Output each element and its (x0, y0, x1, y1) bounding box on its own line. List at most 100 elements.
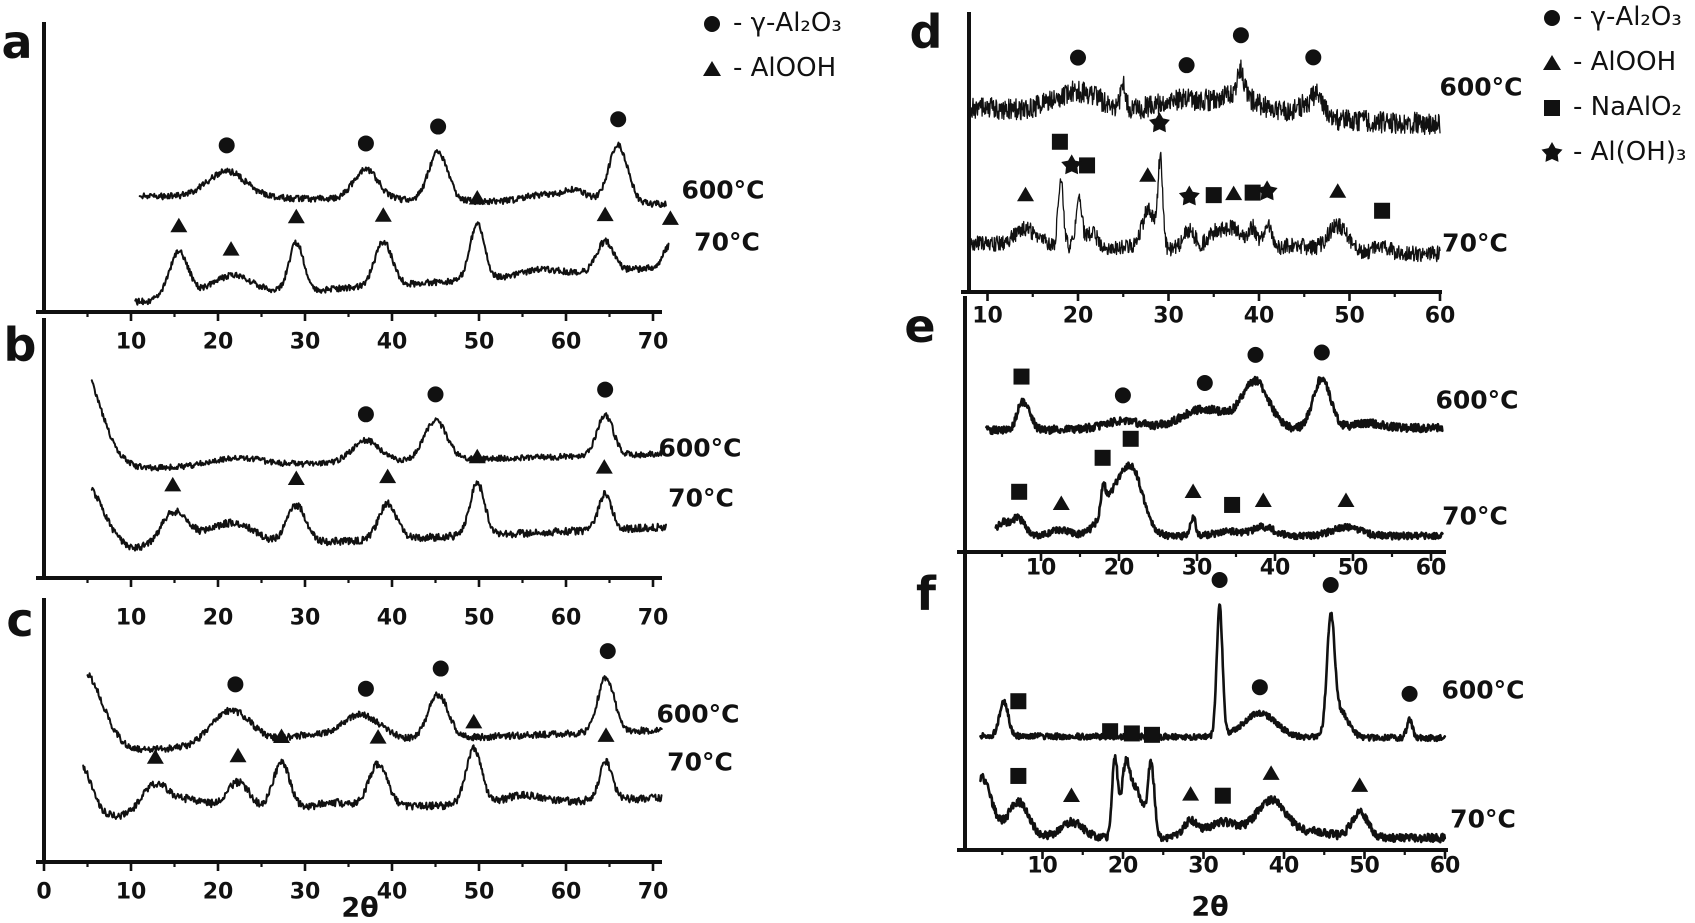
triangle-marker-icon (703, 61, 721, 76)
circle-marker-icon (1232, 27, 1249, 44)
square-marker-icon (1224, 496, 1241, 513)
trace-600C-panel-c (86, 672, 663, 754)
tick-label: 60 (1425, 304, 1456, 329)
triangle-marker-icon (287, 470, 305, 486)
triangle-marker-icon (170, 217, 188, 233)
temp-label: 70°C (1442, 229, 1508, 258)
triangle-marker-icon (1543, 55, 1561, 70)
temp-label: 600°C (656, 700, 739, 729)
panel-a: 10 20 30 40 50 60 70 600°C 70°C (36, 22, 765, 355)
tick-label: 10 (1026, 556, 1057, 581)
circle-marker-icon (704, 16, 720, 32)
triangle-marker-icon (595, 459, 613, 474)
square-marker-icon (1011, 483, 1028, 500)
triangle-marker-icon (1262, 765, 1280, 780)
tick-label: 20 (1104, 556, 1135, 581)
square-marker-icon (1374, 202, 1391, 219)
triangle-marker-icon (661, 210, 679, 225)
tick-label: 40 (1269, 854, 1300, 879)
legend-item: - Al(OH)₃ (1540, 137, 1686, 167)
tick-label: 20 (1108, 854, 1139, 879)
triangle-marker-icon (1225, 185, 1243, 201)
triangle-marker-icon (1052, 495, 1070, 510)
circle-marker-icon (357, 406, 374, 423)
star-marker-icon (1541, 142, 1563, 162)
triangle-marker-icon (222, 241, 240, 256)
trace-70C-panel-e (994, 461, 1444, 541)
triangle-marker-icon (287, 208, 305, 224)
circle-marker-icon (1305, 49, 1322, 66)
panel-e: 10 20 30 40 50 60 600°C 70°C (957, 296, 1519, 581)
triangle-marker-icon (379, 468, 397, 484)
temp-label: 600°C (1439, 73, 1522, 102)
circle-marker-icon (599, 643, 616, 660)
tick-label: 60 (551, 606, 582, 631)
square-marker-icon (1244, 184, 1261, 201)
legend-item-label: - γ-Al₂O₃ (1573, 2, 1682, 32)
tick-label: 50 (1338, 556, 1369, 581)
star-marker-icon (1256, 180, 1278, 201)
triangle-marker-icon (1184, 483, 1202, 498)
tick-label: 10 (116, 330, 147, 355)
panel-label-d: d (909, 5, 943, 59)
tick-label: 50 (1349, 854, 1380, 879)
trace-70C-panel-c (82, 744, 663, 820)
triangle-marker-icon (374, 207, 392, 222)
legend-item-label: - γ-Al₂O₃ (733, 8, 842, 38)
triangle-marker-icon (468, 190, 486, 205)
legend-item-label: - AlOOH (733, 53, 837, 83)
temp-label: 600°C (1441, 676, 1524, 705)
temp-label: 70°C (668, 484, 734, 513)
tick-label: 20 (203, 606, 234, 631)
triangle-marker-icon (1062, 787, 1080, 802)
circle-marker-icon (430, 118, 447, 135)
trace-600C-panel-f (979, 603, 1447, 743)
tick-label: 40 (377, 880, 408, 905)
tick-label: 40 (377, 606, 408, 631)
tick-label: 10 (972, 304, 1003, 329)
star-marker-icon (1061, 154, 1083, 175)
circle-marker-icon (610, 111, 627, 128)
tick-label: 40 (1260, 556, 1291, 581)
legend-item: - γ-Al₂O₃ (700, 8, 842, 38)
panel-d: 10 20 30 40 50 60 600°C 70°C (961, 12, 1523, 329)
tick-label: 20 (203, 330, 234, 355)
square-marker-icon (1544, 100, 1560, 116)
circle-marker-icon (357, 135, 374, 152)
trace-70C-panel-a (134, 221, 670, 306)
circle-marker-icon (1178, 57, 1195, 74)
trace-600C-panel-a (138, 141, 667, 208)
tick-label: 70 (638, 606, 669, 631)
trace-70C-panel-b (90, 480, 667, 552)
tick-label: 0 (36, 880, 51, 905)
legend-item: - AlOOH (700, 53, 842, 83)
trace-70C-panel-f (979, 754, 1447, 844)
circle-marker-icon (227, 676, 244, 693)
circle-marker-icon (1544, 10, 1560, 26)
tick-label: 60 (551, 330, 582, 355)
tick-label: 30 (290, 880, 321, 905)
panel-label-f: f (915, 567, 937, 621)
tick-label: 50 (464, 330, 495, 355)
trace-600C-panel-b (90, 379, 663, 472)
square-marker-icon (1214, 787, 1231, 804)
panel-b: 10 20 30 40 50 60 70 600°C 70°C (36, 318, 742, 631)
circle-marker-icon (1196, 375, 1213, 392)
legend-item: - NaAlO₂ (1540, 92, 1686, 122)
triangle-marker-icon (164, 476, 182, 492)
tick-label: 10 (1027, 854, 1058, 879)
x-axis-title-left: 2θ (341, 892, 379, 923)
tick-label: 20 (203, 880, 234, 905)
tick-label: 60 (1416, 556, 1447, 581)
triangle-marker-icon (229, 747, 247, 763)
temp-label: 600°C (681, 176, 764, 205)
tick-label: 70 (638, 880, 669, 905)
triangle-marker-icon (1139, 167, 1157, 182)
triangle-marker-icon (1351, 777, 1369, 792)
temp-label: 600°C (1435, 386, 1518, 415)
square-marker-icon (1123, 725, 1140, 742)
legend-item: - γ-Al₂O₃ (1540, 2, 1686, 32)
square-marker-icon (1205, 187, 1222, 204)
triangle-marker-icon (597, 727, 615, 742)
temp-label: 70°C (1450, 805, 1516, 834)
